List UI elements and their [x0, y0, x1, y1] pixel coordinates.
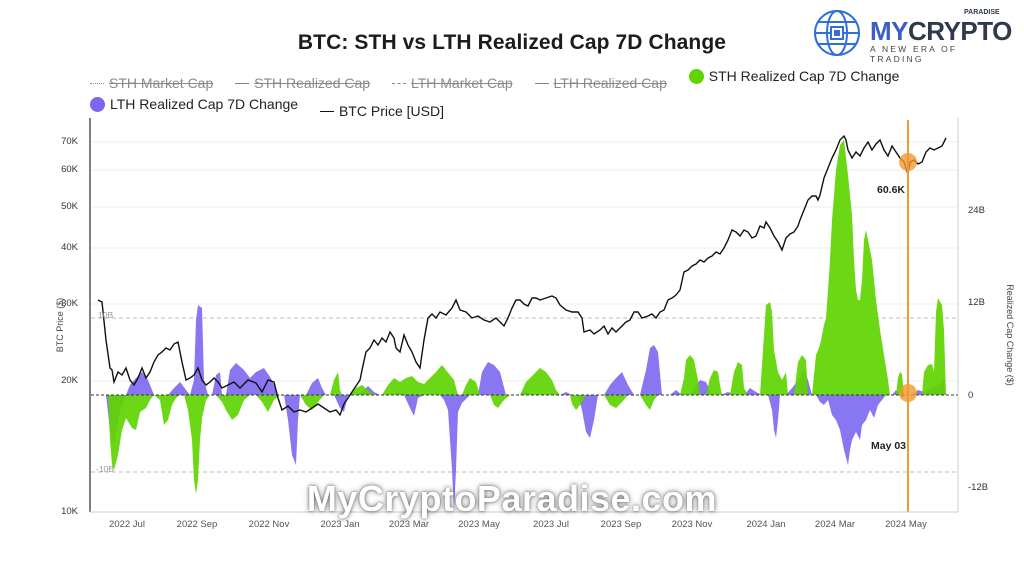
black-line-icon [319, 111, 334, 112]
y-tick-right: -12B [968, 482, 989, 493]
y-tick-right: 24B [968, 205, 985, 216]
brand-logo: PARADISE MYCRYPTO A NEW ERA OF TRADING [812, 8, 1012, 64]
brand-paradise: PARADISE [964, 9, 1000, 16]
x-tick: 2023 Jul [533, 519, 569, 530]
y-tick-left: 20K [61, 375, 78, 386]
solid-line-icon [235, 83, 250, 84]
brand-name: MYCRYPTO [870, 16, 1012, 46]
legend-item-sth-market-cap[interactable]: STH Market Cap [90, 73, 213, 94]
legend-item-lth-market-cap[interactable]: LTH Market Cap [391, 73, 513, 94]
x-tick: 2022 Sep [176, 519, 218, 530]
y-tick-right: 12B [968, 297, 985, 308]
legend-item-sth-realized-cap[interactable]: STH Realized Cap [235, 73, 370, 94]
chart-title: BTC: STH vs LTH Realized Cap 7D Change [297, 31, 727, 54]
lth-area [91, 305, 946, 510]
guide-label-negative: -10B [96, 464, 114, 474]
y-tick-left: 60K [61, 164, 78, 175]
brand-tagline: A NEW ERA OF TRADING [870, 44, 958, 64]
x-tick: 2023 Nov [671, 519, 713, 530]
y-tick-left: 70K [61, 136, 78, 147]
dash-dot-line-icon [90, 83, 104, 84]
solid-line-icon [534, 83, 549, 84]
y-tick-left: 50K [61, 201, 78, 212]
btc-price-line [97, 134, 947, 417]
x-tick: 2022 Jul [109, 519, 145, 530]
x-tick: 2022 Nov [248, 519, 290, 530]
x-tick: 2023 Mar [388, 519, 430, 530]
x-tick: 2023 Sep [600, 519, 642, 530]
legend-item-lth-realized-cap[interactable]: LTH Realized Cap [534, 73, 667, 94]
globe-circuit-icon [814, 10, 860, 56]
green-dot-icon [688, 69, 704, 84]
y-tick-left: 30K [61, 298, 78, 309]
legend: STH Market Cap STH Realized Cap LTH Mark… [90, 66, 950, 122]
price-annotation: 60.6K [877, 184, 906, 196]
x-tick: 2023 May [458, 519, 500, 530]
y-tick-left: 10K [61, 506, 78, 517]
legend-item-btc-price[interactable]: BTC Price [USD] [319, 101, 444, 122]
date-annotation: May 03 [871, 440, 907, 452]
y-tick-left: 40K [61, 242, 78, 253]
zero-marker-dot [899, 384, 917, 402]
x-tick: 2023 Jan [320, 519, 360, 530]
guide-label-positive: 10B [98, 310, 114, 320]
x-tick: 2024 Mar [814, 519, 856, 530]
y-tick-right: 0 [968, 390, 974, 401]
purple-dot-icon [90, 97, 105, 112]
legend-item-sth-7d-change[interactable]: STH Realized Cap 7D Change [688, 66, 899, 87]
legend-item-lth-7d-change[interactable]: LTH Realized Cap 7D Change [90, 94, 298, 115]
dashed-line-icon [391, 83, 406, 84]
x-tick: 2024 Jan [746, 519, 786, 530]
x-tick: 2024 May [885, 519, 927, 530]
watermark: MyCryptoParadise.com [306, 478, 718, 519]
price-marker-dot [899, 153, 917, 171]
